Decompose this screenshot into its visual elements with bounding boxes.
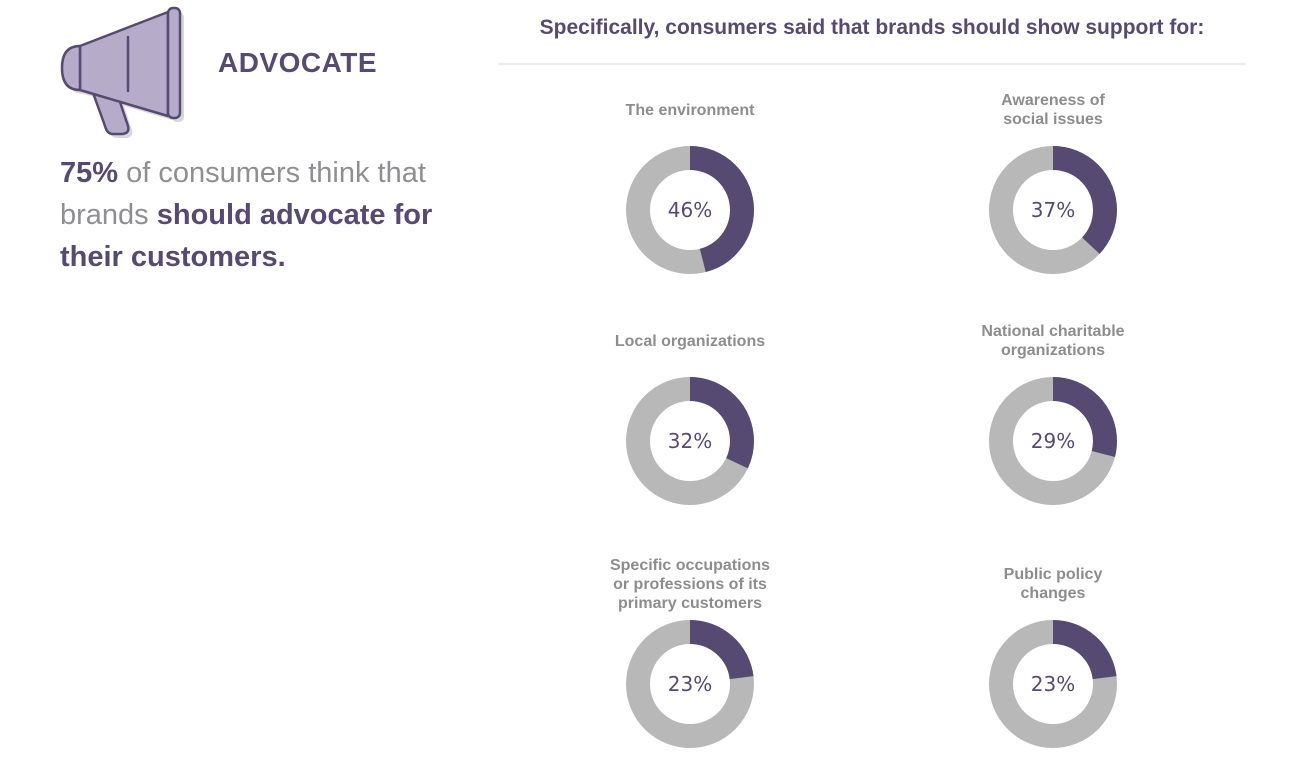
headline: ADVOCATE [218, 47, 378, 78]
donut-value-label: 32% [668, 429, 712, 453]
heading-divider [498, 63, 1246, 65]
donut-segment [626, 377, 754, 505]
donut-value-label: 23% [1031, 672, 1075, 696]
donut-chart: 23% [626, 620, 754, 748]
donut-label: Specific occupations or professions of i… [609, 556, 771, 612]
donut-value-label: 37% [1031, 198, 1075, 222]
donut-cell: Awareness of social issues 37% [913, 60, 1193, 290]
donut-chart: 23% [989, 620, 1117, 748]
donut-value-label: 29% [1031, 429, 1075, 453]
donut-cell: Specific occupations or professions of i… [550, 534, 830, 764]
donut-segment [989, 377, 1117, 505]
donut-segment [989, 146, 1117, 274]
megaphone-icon [60, 6, 184, 138]
donut-chart: 29% [989, 377, 1117, 505]
donut-chart: 37% [989, 146, 1117, 274]
donut-cell: The environment 46% [550, 60, 830, 290]
donut-segment [626, 620, 754, 748]
donut-label: National charitable organizations [981, 323, 1125, 359]
donut-segment [989, 620, 1117, 748]
donut-chart: 32% [626, 377, 754, 505]
donut-cell: National charitable organizations 29% [913, 291, 1193, 521]
donut-label: Local organizations [614, 332, 766, 350]
donut-value-label: 23% [668, 672, 712, 696]
donut-segment [626, 146, 754, 274]
donut-value-label: 46% [668, 198, 712, 222]
donut-label: Awareness of social issues [1001, 92, 1105, 128]
donut-chart: 46% [626, 146, 754, 274]
donut-cell: Local organizations 32% [550, 291, 830, 521]
stat-text: 75% of consumers think that brands shoul… [60, 152, 490, 278]
chart-heading: Specifically, consumers said that brands… [539, 16, 1205, 39]
donut-label: Public policy changes [1003, 566, 1103, 602]
donut-label: The environment [625, 101, 755, 119]
stat-emphasis: should advocate for their customers. [60, 199, 433, 273]
donut-cell: Public policy changes 23% [913, 534, 1193, 764]
stat-text-plain: of consumers think that brands [60, 157, 426, 231]
stat-value: 75% [60, 157, 119, 189]
